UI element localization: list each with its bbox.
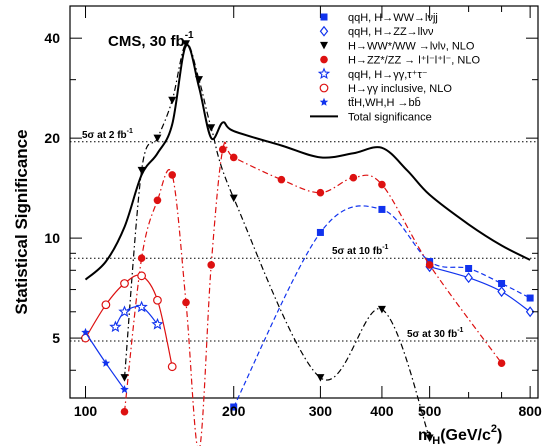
data-point-circle xyxy=(120,407,129,416)
data-point-open-circle xyxy=(319,83,329,93)
data-point-diamond xyxy=(497,286,506,298)
series-layer xyxy=(81,40,535,446)
reference-line-label: 5σ at 10 fb-1 xyxy=(332,244,389,257)
series-line xyxy=(114,305,158,328)
legend-label: tt̄H,WH,H →bb̄ xyxy=(348,97,421,110)
plot-frame xyxy=(69,5,539,399)
x-tick-label: 200 xyxy=(222,403,246,419)
data-point-square xyxy=(378,205,386,213)
x-tick-label: 100 xyxy=(74,403,98,419)
data-point-open-circle xyxy=(137,271,147,281)
legend-label: qqH, H→WW→lνjj xyxy=(348,12,438,24)
x-tick-label: 400 xyxy=(370,403,394,419)
data-point-circle xyxy=(218,145,227,154)
data-point-star xyxy=(81,327,90,337)
legend: qqH, H→WW→lνjj qqH, H→ZZ→llνν H→WW*/WW →lν… xyxy=(310,12,480,123)
cms-annotation: CMS, 30 fb-1 xyxy=(108,30,194,50)
data-point-circle xyxy=(425,261,434,269)
y-tick-label: 20 xyxy=(44,130,60,146)
data-point-triangle xyxy=(316,374,325,382)
data-point-circle xyxy=(316,188,325,197)
data-point-circle xyxy=(229,153,238,162)
data-point-triangle xyxy=(320,41,328,50)
data-point-triangle xyxy=(377,305,386,314)
data-point-square xyxy=(320,13,328,21)
data-point-open-star xyxy=(109,320,122,333)
series xyxy=(120,40,434,443)
y-tick-label: 40 xyxy=(44,30,60,46)
data-point-open-circle xyxy=(101,300,111,310)
data-point-triangle xyxy=(182,40,191,48)
series xyxy=(84,43,531,281)
data-point-diamond xyxy=(464,272,473,284)
x-tick-label: 500 xyxy=(418,403,442,419)
y-tick-label: 5 xyxy=(52,330,60,346)
x-tick-label: 800 xyxy=(518,403,542,419)
y-axis-label: Statistical Significance xyxy=(12,129,31,314)
data-point-circle xyxy=(320,55,328,64)
data-point-triangle xyxy=(425,434,434,443)
legend-label: H→WW*/WW →lνlν, NLO xyxy=(348,40,475,52)
series-line xyxy=(123,141,503,446)
series xyxy=(81,327,129,394)
data-point-triangle xyxy=(153,134,162,143)
series-line xyxy=(429,266,531,313)
data-point-circle xyxy=(378,180,386,189)
axes-layer: 100 200 300 400 500 800 5 10 20 40 xyxy=(44,6,542,419)
data-point-open-circle xyxy=(153,295,162,305)
data-point-open-circle xyxy=(120,279,129,288)
data-point-circle xyxy=(207,261,215,269)
series xyxy=(109,300,164,333)
data-point-square xyxy=(316,228,324,236)
series-line xyxy=(84,43,531,281)
data-point-open-star xyxy=(151,317,164,330)
data-point-square xyxy=(526,294,534,302)
data-point-triangle xyxy=(207,124,216,132)
data-point-circle xyxy=(277,175,286,184)
data-point-circle xyxy=(153,196,162,205)
data-point-diamond xyxy=(319,25,329,37)
series-line xyxy=(123,43,431,439)
data-point-circle xyxy=(182,298,190,307)
data-point-star xyxy=(120,385,129,394)
data-point-square xyxy=(230,403,238,411)
legend-label: H→ZZ*/ZZ → l⁺l⁻l⁺l⁻, NLO xyxy=(348,55,480,67)
series-line xyxy=(233,205,531,408)
data-point-square xyxy=(498,279,506,287)
data-point-circle xyxy=(168,171,177,179)
legend-label: qqH, H→ZZ→llνν xyxy=(348,26,434,38)
data-point-circle xyxy=(137,254,146,262)
data-point-open-star xyxy=(118,305,131,317)
data-point-star xyxy=(101,358,111,367)
x-tick-label: 300 xyxy=(309,403,333,419)
data-point-square xyxy=(465,265,473,273)
data-point-diamond xyxy=(525,306,535,318)
data-point-open-circle xyxy=(167,362,177,372)
data-point-triangle xyxy=(229,194,238,203)
reference-line-label: 5σ at 2 fb-1 xyxy=(82,128,133,141)
data-point-circle xyxy=(497,359,506,368)
y-tick-label: 10 xyxy=(44,230,60,246)
series xyxy=(425,261,535,318)
reference-line-label: 5σ at 30 fb-1 xyxy=(407,327,464,340)
legend-label: H→γγ inclusive, NLO xyxy=(348,83,452,95)
legend-label: Total significance xyxy=(348,111,432,123)
data-point-circle xyxy=(349,173,358,182)
data-point-triangle xyxy=(137,166,146,175)
data-point-triangle xyxy=(120,374,129,382)
legend-label: qqH, H→γγ,τ⁺τ⁻ xyxy=(348,69,428,81)
data-point-open-star xyxy=(135,300,148,313)
reference-lines: 5σ at 2 fb-1 5σ at 10 fb-1 5σ at 30 fb-1 xyxy=(70,128,538,342)
data-point-triangle xyxy=(168,96,177,105)
series xyxy=(120,141,506,446)
data-point-open-star xyxy=(317,67,331,79)
x-axis-label: mH(GeV/c2) xyxy=(418,423,502,446)
data-point-star xyxy=(319,97,329,106)
